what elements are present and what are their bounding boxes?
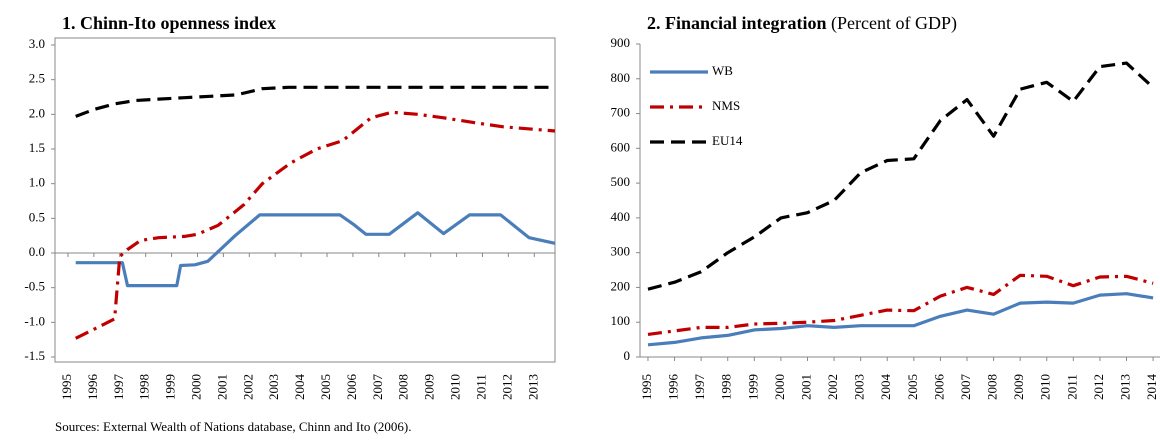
y-tick-label: 800 — [611, 70, 631, 85]
plot-frame — [54, 37, 556, 363]
chart-title-main: 2. Financial integration — [647, 13, 827, 33]
x-tick-label: 2005 — [318, 374, 333, 400]
x-tick-label: 2007 — [370, 374, 385, 401]
x-tick-label: 2002 — [240, 374, 255, 400]
x-tick-label: 2000 — [772, 374, 787, 400]
x-tick-label: 1998 — [719, 374, 734, 400]
y-tick-label: 3.0 — [29, 36, 45, 51]
x-tick-label: 2004 — [878, 374, 893, 401]
x-tick-label: 2001 — [798, 374, 813, 400]
x-tick-label: 2001 — [214, 374, 229, 400]
x-tick-label: 2005 — [905, 374, 920, 400]
series-line — [75, 85, 555, 118]
x-tick-label: 2008 — [396, 374, 411, 400]
y-tick-label: 300 — [611, 244, 631, 259]
x-tick-label: 2012 — [1091, 374, 1106, 400]
series-line — [647, 61, 1155, 291]
x-tick-label: 2003 — [852, 374, 867, 400]
x-tick-label: 2013 — [1117, 374, 1132, 400]
x-tick-label: 2009 — [422, 374, 437, 400]
series-line — [75, 211, 556, 288]
series-line — [74, 110, 556, 340]
y-tick-label: 1.0 — [29, 175, 45, 190]
x-tick-label: 1999 — [163, 374, 178, 400]
y-tick-label: 200 — [611, 278, 631, 293]
x-tick-label: 1998 — [137, 374, 152, 400]
x-tick-label: 1997 — [692, 374, 707, 401]
y-tick-label: -1.0 — [24, 313, 45, 328]
series-line — [647, 292, 1154, 347]
x-tick-label: 1996 — [85, 374, 100, 401]
y-tick-label: 400 — [611, 209, 631, 224]
y-tick-label: 900 — [611, 35, 631, 50]
y-tick-label: 500 — [611, 174, 631, 189]
y-tick-label: 100 — [611, 313, 631, 328]
y-tick-label: -0.5 — [24, 279, 45, 294]
y-tick-label: 2.0 — [29, 105, 45, 120]
x-tick-label: 2012 — [499, 374, 514, 400]
x-tick-label: 2011 — [1064, 374, 1079, 400]
x-tick-label: 1996 — [666, 374, 681, 401]
y-tick-label: 0 — [624, 348, 631, 363]
x-tick-label: 2006 — [344, 374, 359, 401]
chart-subtitle: (Percent of GDP) — [831, 13, 957, 34]
chart-title: 1. Chinn-Ito openness index — [62, 13, 276, 33]
y-tick-label: 0.5 — [29, 209, 45, 224]
x-tick-label: 1995 — [639, 374, 654, 400]
x-tick-label: 2003 — [266, 374, 281, 400]
x-tick-label: 2006 — [931, 374, 946, 401]
y-tick-label: 1.5 — [29, 140, 45, 155]
x-tick-label: 2007 — [958, 374, 973, 401]
y-tick-label: 700 — [611, 105, 631, 120]
x-tick-label: 2008 — [985, 374, 1000, 400]
x-tick-label: 1995 — [59, 374, 74, 400]
legend-label: EU14 — [712, 133, 743, 148]
x-tick-label: 1999 — [745, 374, 760, 400]
x-tick-label: 2009 — [1011, 374, 1026, 400]
x-tick-label: 2010 — [1038, 374, 1053, 400]
x-tick-label: 2010 — [448, 374, 463, 400]
y-tick-label: 0.0 — [29, 244, 45, 259]
x-tick-label: 2000 — [188, 374, 203, 400]
source-note: Sources: External Wealth of Nations data… — [55, 419, 411, 434]
y-tick-label: 2.5 — [29, 71, 45, 86]
x-tick-label: 2013 — [525, 374, 540, 400]
x-tick-label: 2004 — [292, 374, 307, 401]
x-tick-label: 2002 — [825, 374, 840, 400]
chart-title-main: 1. Chinn-Ito openness index — [62, 13, 276, 33]
x-tick-label: 2014 — [1144, 374, 1159, 401]
y-tick-label: -1.5 — [24, 348, 45, 363]
x-tick-label: 2011 — [473, 374, 488, 400]
legend-label: NMS — [712, 98, 740, 113]
y-tick-label: 600 — [611, 139, 631, 154]
x-tick-label: 1997 — [111, 374, 126, 401]
chart-title: 2. Financial integration (Percent of GDP… — [647, 13, 957, 34]
series-line — [647, 273, 1154, 336]
legend-label: WB — [712, 63, 733, 78]
